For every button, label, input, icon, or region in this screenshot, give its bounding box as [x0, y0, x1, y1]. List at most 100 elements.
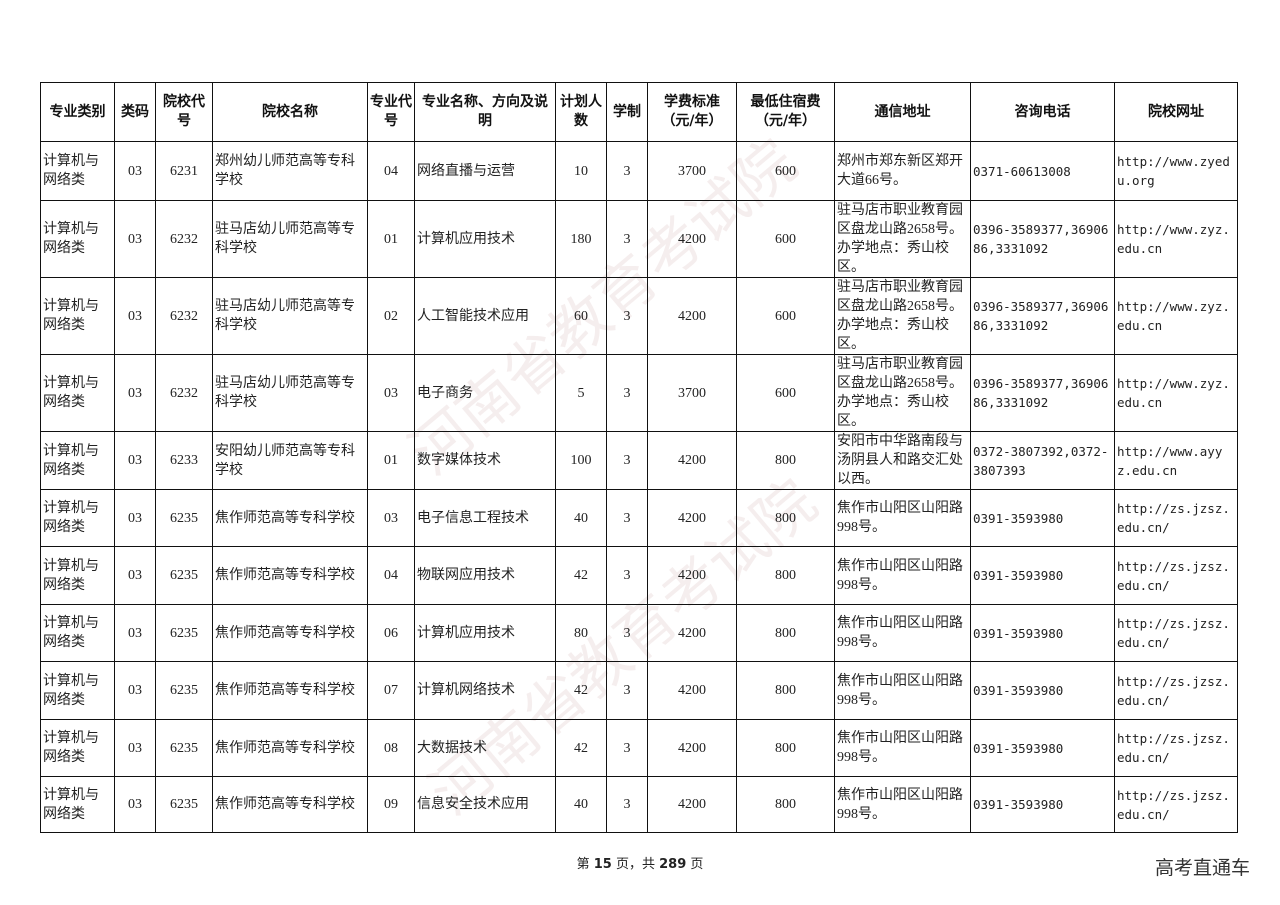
cell-plan-count: 40 [555, 776, 607, 833]
table-row: 计算机与网络类 03 6232 驻马店幼儿师范高等专科学校 01 计算机应用技术 180 3 4… [40, 200, 1238, 278]
cell-duration: 3 [606, 354, 648, 432]
cell-duration: 3 [606, 661, 648, 720]
cell-duration: 3 [606, 200, 648, 278]
cell-major-code: 03 [367, 354, 415, 432]
cell-address: 安阳市中华路南段与汤阴县人和路交汇处以西。 [834, 431, 971, 490]
header-dorm-fee: 最低住宿费（元/年） [736, 82, 835, 142]
table-row: 计算机与网络类 03 6235 焦作师范高等专科学校 04 物联网应用技术 42 3 4200 8… [40, 546, 1238, 605]
cell-school-code: 6235 [155, 546, 213, 605]
cell-duration: 3 [606, 489, 648, 547]
cell-website[interactable]: http://zs.jzsz.edu.cn/ [1114, 719, 1238, 777]
cell-major-code: 09 [367, 776, 415, 833]
cell-category: 计算机与网络类 [40, 354, 115, 432]
cell-phone: 0391-3593980 [970, 489, 1115, 547]
cell-tuition: 4200 [647, 776, 737, 833]
header-school-name: 院校名称 [212, 82, 368, 142]
cell-major-name: 数字媒体技术 [414, 431, 556, 490]
cell-school-name: 焦作师范高等专科学校 [212, 604, 368, 662]
header-plan-count: 计划人数 [555, 82, 607, 142]
header-category: 专业类别 [40, 82, 115, 142]
cell-class-code: 03 [114, 776, 156, 833]
cell-address: 驻马店市职业教育园区盘龙山路2658号。办学地点：秀山校区。 [834, 277, 971, 355]
cell-school-name: 焦作师范高等专科学校 [212, 776, 368, 833]
cell-address: 驻马店市职业教育园区盘龙山路2658号。办学地点：秀山校区。 [834, 200, 971, 278]
cell-website[interactable]: http://www.ayyz.edu.cn [1114, 431, 1238, 490]
cell-dorm-fee: 800 [736, 661, 835, 720]
cell-address: 焦作市山阳区山阳路998号。 [834, 489, 971, 547]
cell-major-code: 01 [367, 431, 415, 490]
cell-website[interactable]: http://zs.jzsz.edu.cn/ [1114, 661, 1238, 720]
cell-plan-count: 60 [555, 277, 607, 355]
cell-tuition: 3700 [647, 354, 737, 432]
cell-duration: 3 [606, 604, 648, 662]
cell-plan-count: 5 [555, 354, 607, 432]
cell-website[interactable]: http://www.zyz.edu.cn [1114, 200, 1238, 278]
cell-school-code: 6231 [155, 141, 213, 201]
header-website: 院校网址 [1114, 82, 1238, 142]
cell-website[interactable]: http://zs.jzsz.edu.cn/ [1114, 604, 1238, 662]
cell-website[interactable]: http://zs.jzsz.edu.cn/ [1114, 546, 1238, 605]
cell-dorm-fee: 600 [736, 354, 835, 432]
cell-website[interactable]: http://www.zyz.edu.cn [1114, 354, 1238, 432]
cell-phone: 0371-60613008 [970, 141, 1115, 201]
cell-dorm-fee: 800 [736, 719, 835, 777]
header-school-code: 院校代号 [155, 82, 213, 142]
table-row: 计算机与网络类 03 6233 安阳幼儿师范高等专科学校 01 数字媒体技术 100 3 420… [40, 431, 1238, 490]
admissions-table: 专业类别 类码 院校代号 院校名称 专业代号 专业名称、方向及说明 计划人数 学制 学费标准（元… [40, 82, 1238, 833]
cell-dorm-fee: 800 [736, 546, 835, 605]
cell-class-code: 03 [114, 431, 156, 490]
cell-school-name: 焦作师范高等专科学校 [212, 546, 368, 605]
cell-duration: 3 [606, 141, 648, 201]
cell-duration: 3 [606, 546, 648, 605]
cell-major-name: 网络直播与运营 [414, 141, 556, 201]
cell-duration: 3 [606, 431, 648, 490]
cell-plan-count: 180 [555, 200, 607, 278]
cell-duration: 3 [606, 719, 648, 777]
header-class-code: 类码 [114, 82, 156, 142]
cell-school-code: 6232 [155, 277, 213, 355]
table-row: 计算机与网络类 03 6231 郑州幼儿师范高等专科学校 04 网络直播与运营 10 3 370… [40, 141, 1238, 201]
cell-tuition: 4200 [647, 277, 737, 355]
cell-major-name: 计算机网络技术 [414, 661, 556, 720]
cell-school-code: 6235 [155, 719, 213, 777]
cell-tuition: 4200 [647, 431, 737, 490]
page-indicator: 第 15 页，共 289 页 [576, 857, 704, 872]
cell-category: 计算机与网络类 [40, 719, 115, 777]
cell-category: 计算机与网络类 [40, 661, 115, 720]
cell-category: 计算机与网络类 [40, 277, 115, 355]
header-duration: 学制 [606, 82, 648, 142]
cell-dorm-fee: 600 [736, 200, 835, 278]
cell-school-code: 6235 [155, 776, 213, 833]
cell-plan-count: 42 [555, 546, 607, 605]
cell-dorm-fee: 800 [736, 489, 835, 547]
cell-class-code: 03 [114, 489, 156, 547]
cell-website[interactable]: http://zs.jzsz.edu.cn/ [1114, 776, 1238, 833]
cell-major-code: 07 [367, 661, 415, 720]
cell-major-code: 06 [367, 604, 415, 662]
cell-school-name: 郑州幼儿师范高等专科学校 [212, 141, 368, 201]
cell-website[interactable]: http://www.zyedu.org [1114, 141, 1238, 201]
cell-dorm-fee: 800 [736, 431, 835, 490]
cell-website[interactable]: http://zs.jzsz.edu.cn/ [1114, 489, 1238, 547]
cell-major-name: 计算机应用技术 [414, 604, 556, 662]
cell-school-code: 6233 [155, 431, 213, 490]
cell-plan-count: 10 [555, 141, 607, 201]
table-row: 计算机与网络类 03 6235 焦作师范高等专科学校 03 电子信息工程技术 40 3 4200… [40, 489, 1238, 547]
cell-major-code: 04 [367, 141, 415, 201]
cell-class-code: 03 [114, 661, 156, 720]
cell-school-name: 驻马店幼儿师范高等专科学校 [212, 354, 368, 432]
header-address: 通信地址 [834, 82, 971, 142]
cell-tuition: 4200 [647, 546, 737, 605]
cell-major-code: 02 [367, 277, 415, 355]
cell-major-name: 电子商务 [414, 354, 556, 432]
cell-address: 焦作市山阳区山阳路998号。 [834, 546, 971, 605]
cell-class-code: 03 [114, 277, 156, 355]
cell-school-code: 6232 [155, 354, 213, 432]
cell-major-code: 03 [367, 489, 415, 547]
header-major-name: 专业名称、方向及说明 [414, 82, 556, 142]
table-row: 计算机与网络类 03 6232 驻马店幼儿师范高等专科学校 02 人工智能技术应用 60 3 4… [40, 277, 1238, 355]
header-tuition: 学费标准（元/年） [647, 82, 737, 142]
cell-category: 计算机与网络类 [40, 200, 115, 278]
cell-website[interactable]: http://www.zyz.edu.cn [1114, 277, 1238, 355]
cell-major-name: 大数据技术 [414, 719, 556, 777]
